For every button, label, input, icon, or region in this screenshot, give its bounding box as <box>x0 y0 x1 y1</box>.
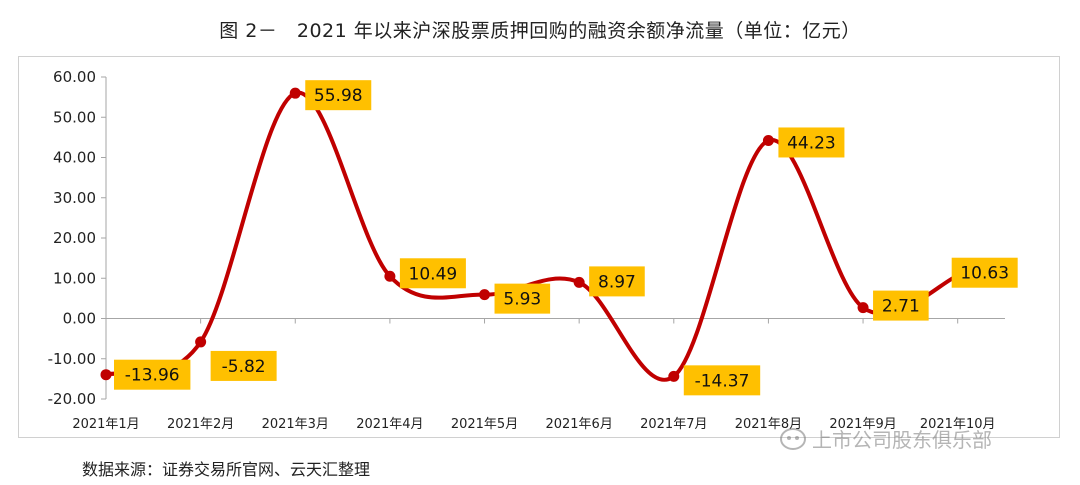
data-point <box>573 276 585 288</box>
data-point <box>857 302 869 314</box>
data-label: 2.71 <box>882 297 920 317</box>
chart-title: 图 2－ 2021 年以来沪深股票质押回购的融资余额净流量（单位：亿元） <box>219 20 861 42</box>
wechat-icon <box>780 427 806 450</box>
data-point <box>668 370 680 382</box>
data-label-box <box>494 283 551 314</box>
data-label-box <box>589 266 645 297</box>
data-label: 10.49 <box>409 264 458 284</box>
data-point <box>195 336 207 348</box>
data-label: -5.82 <box>222 357 266 377</box>
x-tick-label: 2021年6月 <box>545 417 612 432</box>
x-tick-label: 2021年1月 <box>72 417 139 432</box>
x-tick-label: 2021年3月 <box>262 417 329 432</box>
data-label-box <box>873 290 929 321</box>
data-label-box <box>210 350 277 381</box>
watermark: 上市公司股东俱乐部 <box>780 424 992 453</box>
data-label: 55.98 <box>314 86 363 106</box>
data-label: 10.63 <box>960 264 1009 284</box>
data-point <box>100 369 112 381</box>
x-tick-label: 2021年8月 <box>735 417 802 432</box>
y-tick-label: -10.00 <box>48 350 96 368</box>
data-label-box <box>305 80 372 111</box>
data-point <box>762 134 774 146</box>
data-point <box>479 289 491 301</box>
data-label-box <box>399 258 466 289</box>
y-tick-label: 30.00 <box>53 189 96 207</box>
data-label: 5.93 <box>503 290 541 310</box>
series-line <box>105 91 959 382</box>
data-point <box>384 270 396 282</box>
x-tick-label: 2021年5月 <box>451 417 518 432</box>
x-tick-label: 2021年10月 <box>920 417 996 432</box>
data-label-box <box>683 365 761 396</box>
chart-frame <box>18 56 1060 438</box>
data-label: 8.97 <box>598 272 636 292</box>
y-tick-label: 50.00 <box>53 108 96 126</box>
data-label: -13.96 <box>125 366 180 386</box>
data-label-box <box>778 127 845 158</box>
y-tick-label: -20.00 <box>48 390 96 408</box>
data-point <box>289 87 301 99</box>
data-label-box <box>114 359 191 390</box>
data-label: 44.23 <box>787 133 836 153</box>
x-tick-label: 2021年7月 <box>640 417 707 432</box>
y-tick-label: 0.00 <box>63 310 96 328</box>
y-tick-label: 40.00 <box>53 149 96 167</box>
watermark-text: 上市公司股东俱乐部 <box>812 428 992 452</box>
data-label: -14.37 <box>695 371 750 391</box>
data-label-box <box>951 257 1018 288</box>
x-tick-label: 2021年9月 <box>829 417 896 432</box>
y-tick-label: 10.00 <box>53 269 96 287</box>
x-tick-label: 2021年2月 <box>167 417 234 432</box>
y-tick-label: 20.00 <box>53 229 96 247</box>
y-tick-label: 60.00 <box>53 68 96 86</box>
x-tick-label: 2021年4月 <box>356 417 423 432</box>
source-note: 数据来源：证券交易所官网、云天汇整理 <box>82 460 371 479</box>
